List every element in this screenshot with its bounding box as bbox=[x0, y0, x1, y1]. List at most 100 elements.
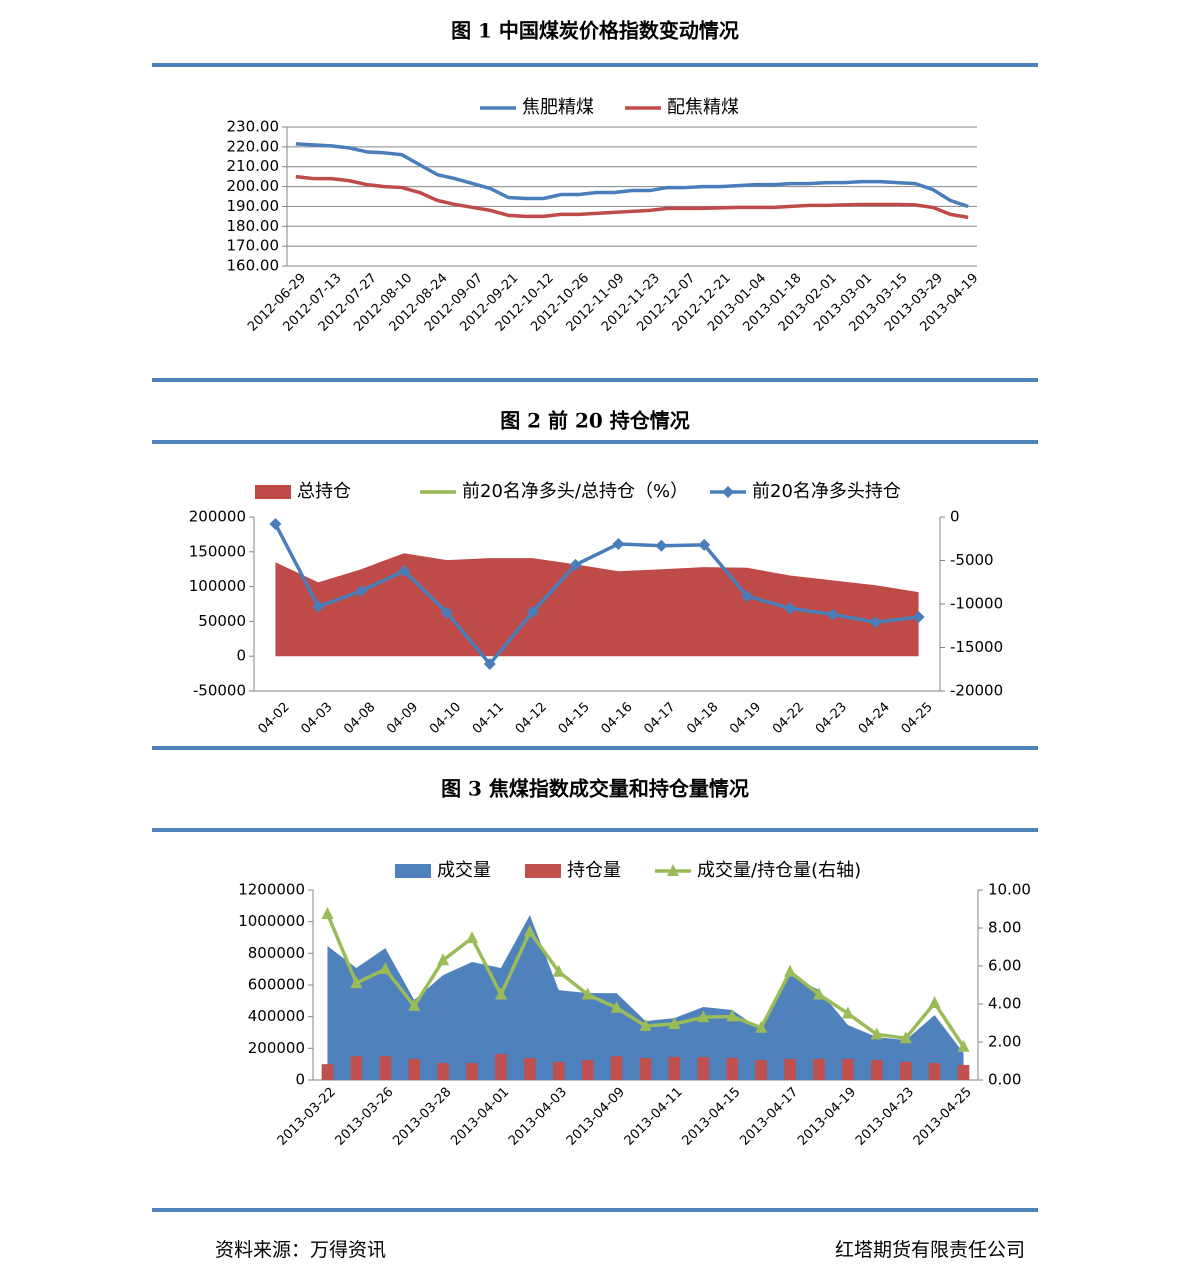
y-tick-label: 160.00 bbox=[227, 257, 280, 275]
legend-label: 成交量/持仓量(右轴) bbox=[697, 860, 861, 881]
bar bbox=[813, 1058, 825, 1080]
bar bbox=[928, 1063, 941, 1080]
marker bbox=[957, 1039, 970, 1052]
chart-title: 图 2 前 20 持仓情况 bbox=[500, 409, 690, 433]
y-tick-label: 800000 bbox=[248, 944, 305, 962]
marker bbox=[899, 1031, 912, 1044]
marker bbox=[552, 964, 565, 977]
marker bbox=[841, 1006, 854, 1019]
legend-label: 前20名净多头/总持仓（%） bbox=[462, 481, 688, 502]
marker bbox=[639, 1018, 652, 1031]
x-tick-label: 04-16 bbox=[598, 700, 635, 737]
line bbox=[295, 174, 969, 220]
legend-label: 成交量 bbox=[437, 860, 491, 881]
x-tick-label: 2013-03-26 bbox=[333, 1085, 397, 1149]
marker bbox=[812, 987, 825, 1000]
x-tick-label: 04-15 bbox=[556, 700, 593, 737]
bar bbox=[755, 1060, 767, 1080]
marker bbox=[668, 1016, 681, 1029]
x-tick-label: 04-08 bbox=[341, 700, 378, 737]
bar bbox=[408, 1058, 420, 1080]
source: 资料来源：万得资讯 bbox=[215, 1239, 386, 1261]
bar bbox=[581, 1060, 594, 1080]
marker bbox=[612, 537, 625, 550]
marker bbox=[928, 996, 941, 1009]
marker bbox=[755, 1020, 768, 1033]
marker bbox=[483, 658, 496, 671]
line bbox=[273, 523, 919, 666]
bar bbox=[524, 1057, 536, 1080]
legend-swatch bbox=[255, 485, 291, 499]
marker bbox=[784, 964, 797, 977]
legend-marker bbox=[722, 486, 734, 498]
area bbox=[327, 915, 964, 1080]
y-tick-label: 230.00 bbox=[227, 118, 280, 136]
chart-title: 图 1 中国煤炭价格指数变动情况 bbox=[451, 19, 739, 43]
x-tick-label: 2013-04-25 bbox=[911, 1085, 975, 1149]
y2-tick-label: -5000 bbox=[950, 551, 994, 569]
y-tick-label: 600000 bbox=[248, 976, 305, 994]
x-tick-label: 2013-04-03 bbox=[506, 1085, 570, 1149]
legend-label: 总持仓 bbox=[297, 481, 351, 502]
x-tick-label: 04-12 bbox=[513, 700, 550, 737]
marker bbox=[321, 906, 334, 919]
legend-label: 配焦精煤 bbox=[667, 97, 739, 118]
bar bbox=[552, 1061, 565, 1080]
y-tick-label: 220.00 bbox=[227, 137, 280, 155]
legend-label: 焦肥精煤 bbox=[522, 97, 594, 118]
x-tick-label: 2013-04-01 bbox=[448, 1085, 512, 1149]
legend-swatch bbox=[525, 864, 561, 878]
marker bbox=[783, 602, 796, 615]
x-tick-label: 04-19 bbox=[727, 700, 764, 737]
x-tick-label: 04-11 bbox=[470, 700, 507, 737]
legend-label: 前20名净多头持仓 bbox=[752, 481, 901, 502]
chart-title: 图 3 焦煤指数成交量和持仓量情况 bbox=[441, 777, 749, 801]
legend-swatch bbox=[395, 864, 431, 878]
x-tick-label: 04-10 bbox=[427, 700, 464, 737]
bar bbox=[495, 1054, 507, 1080]
marker bbox=[655, 539, 668, 552]
marker bbox=[350, 976, 363, 989]
x-tick-label: 04-17 bbox=[641, 700, 678, 737]
y2-tick-label: -15000 bbox=[950, 638, 1003, 656]
line bbox=[295, 142, 969, 209]
bar bbox=[899, 1061, 912, 1080]
y-tick-label: 190.00 bbox=[227, 197, 280, 215]
x-tick-label: 2013-04-09 bbox=[564, 1085, 628, 1149]
y-tick-label: 0 bbox=[295, 1071, 305, 1089]
y-tick-label: 50000 bbox=[198, 612, 246, 630]
marker bbox=[726, 1009, 739, 1022]
bar bbox=[668, 1057, 681, 1080]
y-tick-label: 200000 bbox=[248, 1039, 305, 1057]
marker bbox=[466, 931, 479, 944]
x-tick-label: 2013-03-28 bbox=[390, 1085, 454, 1149]
x-tick-label: 04-22 bbox=[770, 700, 807, 737]
marker bbox=[610, 1000, 623, 1013]
company: 红塔期货有限责任公司 bbox=[835, 1239, 1025, 1261]
marker bbox=[569, 558, 582, 571]
bar bbox=[437, 1063, 449, 1080]
x-tick-label: 2013-04-23 bbox=[853, 1085, 917, 1149]
bar bbox=[466, 1063, 478, 1080]
marker bbox=[912, 611, 925, 624]
marker bbox=[440, 606, 453, 619]
marker bbox=[697, 1010, 710, 1023]
marker bbox=[870, 1027, 883, 1040]
marker bbox=[312, 600, 325, 613]
bar bbox=[871, 1060, 883, 1080]
x-tick-label: 2013-04-17 bbox=[737, 1085, 801, 1149]
marker bbox=[408, 998, 421, 1011]
y2-tick-label: -10000 bbox=[950, 595, 1003, 613]
y-tick-label: 170.00 bbox=[227, 237, 280, 255]
y2-tick-label: 2.00 bbox=[988, 1033, 1021, 1051]
x-tick-label: 04-23 bbox=[813, 700, 850, 737]
marker bbox=[269, 517, 282, 530]
y-tick-label: 150000 bbox=[189, 542, 246, 560]
x-tick-label: 2013-04-11 bbox=[622, 1085, 686, 1149]
y-tick-label: 180.00 bbox=[227, 217, 280, 235]
marker bbox=[494, 987, 507, 1000]
bar bbox=[697, 1057, 710, 1080]
bar bbox=[784, 1058, 796, 1080]
bar bbox=[639, 1057, 652, 1080]
